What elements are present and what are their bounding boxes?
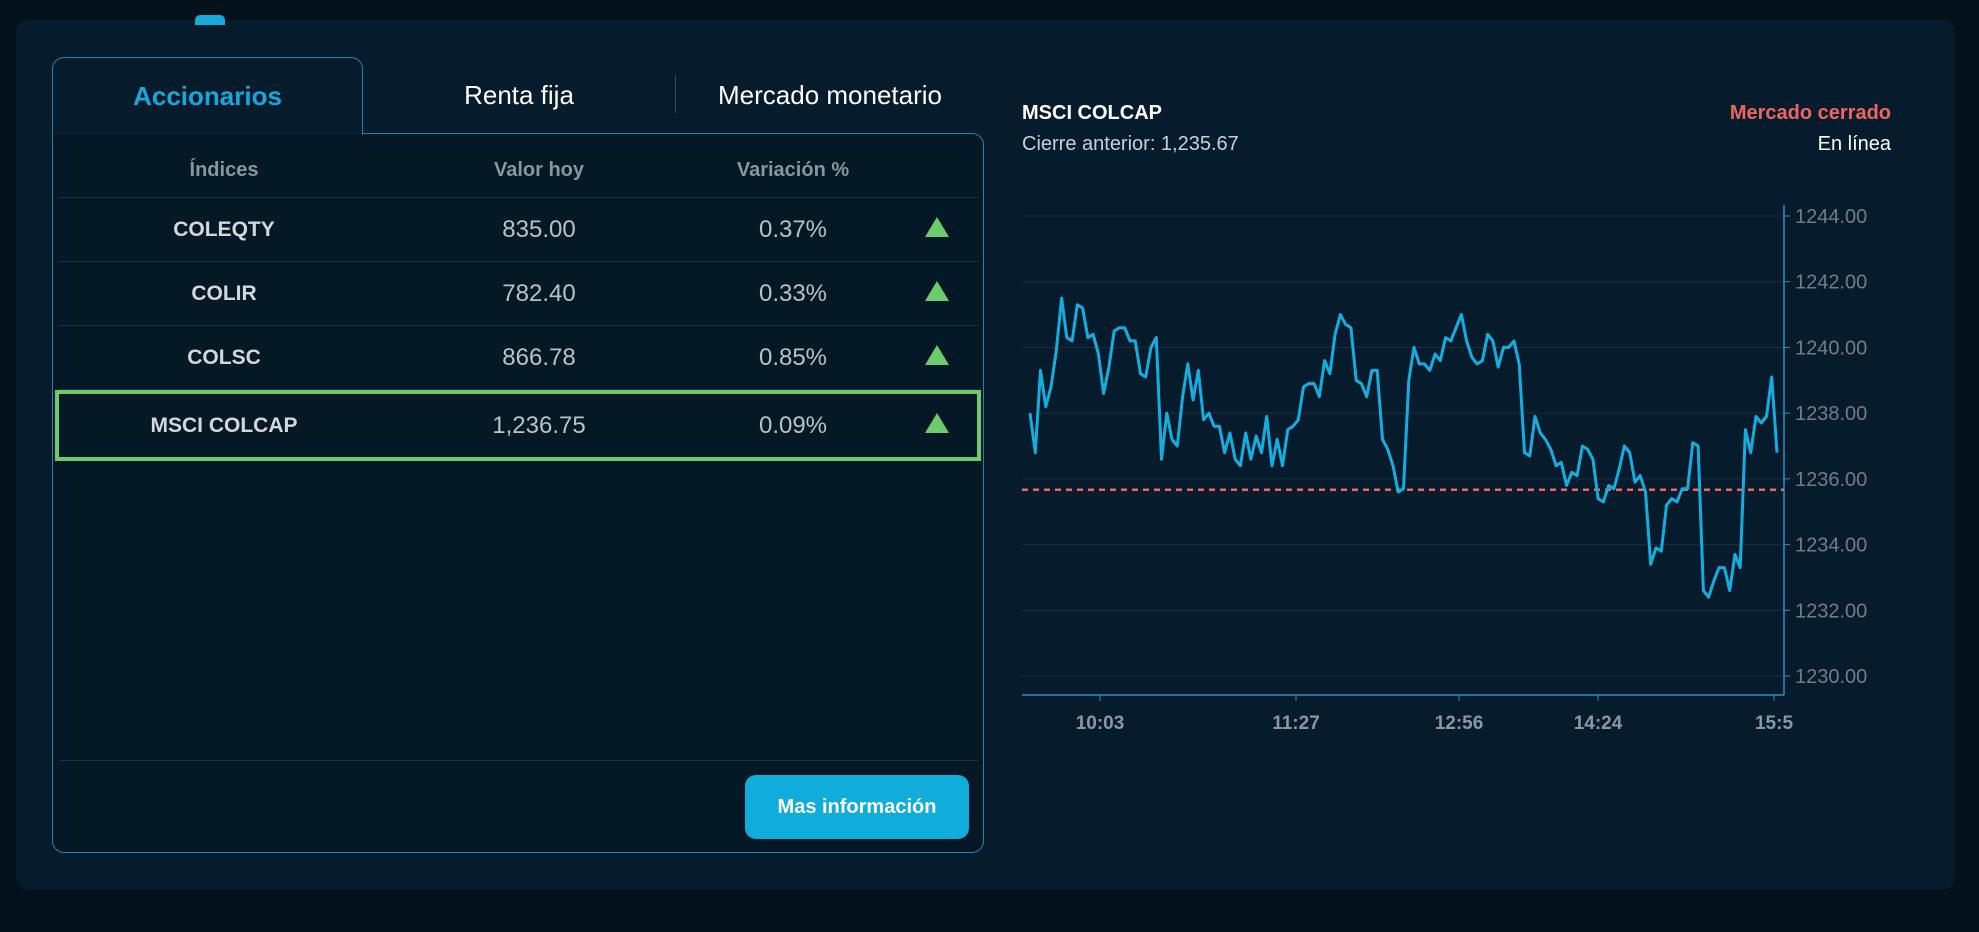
index-value: 866.78: [502, 343, 576, 371]
table-row[interactable]: COLEQTY 835.00 0.37%: [59, 198, 977, 262]
tab-mercado-monetario[interactable]: Mercado monetario: [718, 79, 942, 110]
more-info-button[interactable]: Mas información: [745, 775, 969, 839]
trend-up-icon: [925, 281, 949, 301]
index-value: 835.00: [502, 215, 576, 243]
price-line: [1028, 296, 1779, 599]
y-tick-label: 1244.00: [1795, 206, 1867, 228]
market-status: Mercado cerrado: [1729, 102, 1891, 124]
trend-up-icon: [925, 217, 949, 237]
index-name: COLSC: [187, 345, 261, 369]
index-change: 0.09%: [758, 411, 828, 439]
header-indices: Índices: [189, 159, 259, 181]
index-change: 0.85%: [758, 343, 828, 371]
table-header: Índices Valor hoy Variación %: [59, 144, 977, 198]
table-row-selected[interactable]: MSCI COLCAP 1,236.75 0.09%: [55, 390, 981, 461]
x-tick-label: 11:27: [1272, 713, 1320, 734]
connection-status: En línea: [1817, 133, 1891, 155]
x-tick-label: 15:5: [1755, 713, 1793, 734]
y-tick-label: 1238.00: [1795, 403, 1867, 425]
index-name: MSCI COLCAP: [150, 413, 298, 437]
y-tick-label: 1236.00: [1795, 469, 1867, 491]
index-change: 0.37%: [758, 215, 828, 243]
chart-title: MSCI COLCAP: [1022, 102, 1162, 124]
tab-accionarios[interactable]: Accionarios: [52, 57, 363, 135]
x-tick-label: 10:03: [1076, 713, 1125, 734]
y-tick-label: 1234.00: [1795, 535, 1867, 557]
y-tick-label: 1242.00: [1795, 272, 1867, 294]
header-variacion: Variación %: [736, 159, 850, 181]
trend-up-icon: [925, 345, 949, 365]
previous-close: Cierre anterior: 1,235.67: [1022, 133, 1239, 155]
indices-table: Índices Valor hoy Variación % COLEQTY 83…: [52, 133, 984, 853]
y-tick-label: 1232.00: [1795, 600, 1867, 622]
footer-divider: [59, 760, 977, 761]
index-change: 0.33%: [758, 279, 828, 307]
y-tick-label: 1240.00: [1795, 337, 1867, 359]
index-name: COLIR: [191, 281, 257, 305]
trend-up-icon: [925, 413, 949, 433]
index-value: 1,236.75: [492, 411, 586, 439]
x-tick-label: 14:24: [1574, 713, 1623, 734]
header-valor-hoy: Valor hoy: [493, 159, 585, 181]
y-tick-label: 1230.00: [1795, 666, 1867, 688]
top-indicator: [195, 15, 225, 25]
table-row[interactable]: COLSC 866.78 0.85%: [59, 326, 977, 390]
x-tick-label: 12:56: [1435, 713, 1484, 734]
table-row[interactable]: COLIR 782.40 0.33%: [59, 262, 977, 326]
index-value: 782.40: [502, 279, 576, 307]
tab-divider: [675, 75, 676, 113]
tab-renta-fija[interactable]: Renta fija: [464, 79, 574, 110]
index-name: COLEQTY: [173, 217, 275, 241]
